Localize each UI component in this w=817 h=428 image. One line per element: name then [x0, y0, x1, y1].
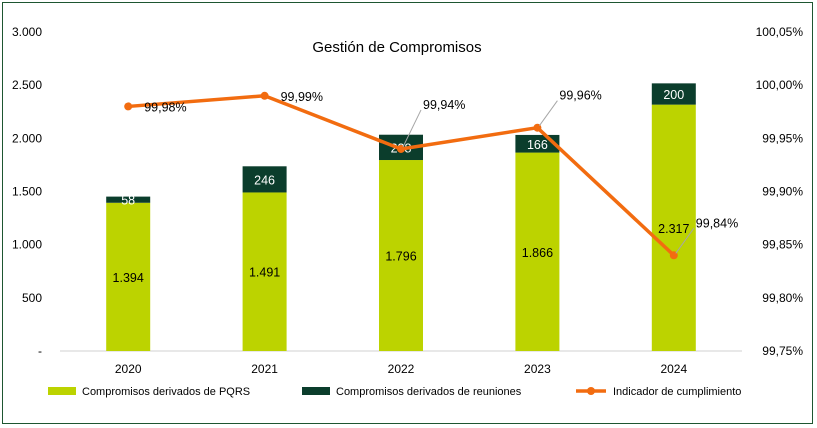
- bar-label-pqrs: 2.317: [658, 222, 689, 236]
- right-tick-label: 99,90%: [762, 185, 803, 199]
- bar-pqrs: [379, 160, 423, 351]
- right-tick-label: 100,00%: [756, 78, 804, 92]
- x-tick-label: 2023: [524, 362, 551, 376]
- bar-reuniones: [651, 83, 696, 105]
- right-tick-label: 99,85%: [762, 238, 803, 252]
- bar-pqrs: [651, 104, 696, 351]
- bar-pqrs: [515, 152, 560, 351]
- bar-reuniones: [242, 166, 287, 193]
- right-tick-label: 99,75%: [762, 344, 803, 358]
- legend-label-reuniones: Compromisos derivados de reuniones: [336, 386, 522, 398]
- bars-group: [106, 83, 696, 351]
- bar-label-reuniones: 58: [121, 194, 135, 208]
- bar-label-pqrs: 1.866: [522, 246, 553, 260]
- left-tick-label: -: [38, 344, 42, 358]
- legend-label-indicador: Indicador de cumplimiento: [613, 386, 741, 398]
- left-tick-label: 3.000: [12, 25, 42, 39]
- indicator-leader-line: [402, 109, 422, 148]
- right-tick-label: 99,80%: [762, 291, 803, 305]
- indicator-label: 99,96%: [559, 89, 601, 103]
- line-series-group: 99,98% 99,99% 99,94% 99,96% 99,84%: [124, 89, 738, 260]
- bar-label-pqrs: 1.796: [385, 250, 416, 264]
- bar-label-reuniones: 246: [254, 173, 275, 187]
- indicator-point: [260, 91, 269, 100]
- left-tick-label: 1.500: [12, 185, 42, 199]
- bar-pqrs: [242, 192, 287, 351]
- indicator-label: 99,94%: [423, 98, 465, 112]
- legend-label-pqrs: Compromisos derivados de PQRS: [82, 386, 250, 398]
- indicator-point: [124, 102, 133, 111]
- indicator-label: 99,98%: [144, 100, 186, 114]
- legend-swatch-reuniones: [302, 387, 330, 395]
- bar-label-pqrs: 1.491: [249, 266, 280, 280]
- chart-title: Gestión de Compromisos: [312, 39, 481, 56]
- x-tick-label: 2020: [115, 362, 142, 376]
- left-tick-label: 1.000: [12, 238, 42, 252]
- right-tick-label: 100,05%: [756, 25, 804, 39]
- left-tick-label: 500: [22, 291, 42, 305]
- x-tick-label: 2024: [660, 362, 687, 376]
- x-tick-label: 2021: [251, 362, 278, 376]
- legend-marker-indicador: [587, 387, 595, 395]
- x-tick-label: 2022: [388, 362, 415, 376]
- right-tick-label: 99,95%: [762, 131, 803, 145]
- indicator-label: 99,99%: [281, 90, 323, 104]
- indicator-leader-line: [538, 100, 558, 126]
- right-axis: 99,75% 99,80% 99,85% 99,90% 99,95% 100,00% 100…: [756, 25, 804, 358]
- bar-label-reuniones: 166: [527, 138, 548, 152]
- legend: Compromisos derivados de PQRS Compromisos…: [48, 386, 741, 398]
- legend-swatch-pqrs: [48, 387, 76, 395]
- x-axis: 2020 2021 2022 2023 2024: [115, 362, 688, 376]
- bar-label-pqrs: 1.394: [113, 271, 144, 285]
- left-tick-label: 2.000: [12, 131, 42, 145]
- bar-reuniones: [106, 196, 151, 203]
- left-tick-label: 2.500: [12, 78, 42, 92]
- indicator-label: 99,84%: [696, 216, 738, 230]
- indicator-leader-line: [675, 228, 695, 254]
- bar-pqrs: [106, 202, 151, 351]
- left-axis: - 500 1.000 1.500 2.000 2.500 3.000: [12, 25, 42, 358]
- bar-label-reuniones: 200: [663, 88, 684, 102]
